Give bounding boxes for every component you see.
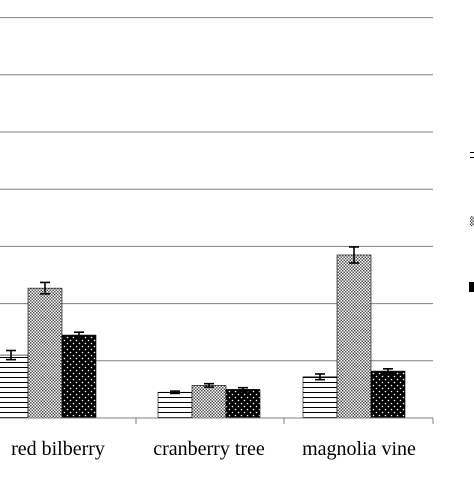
bar [61,334,97,419]
bar [0,354,29,419]
bar [370,370,406,419]
bar [157,391,193,419]
legend-swatch [470,150,474,160]
x-tick-label: cranberry tree [153,438,265,460]
bar [191,385,227,419]
bar [225,389,261,419]
x-tick-label: red bilberry [11,438,105,460]
bar [27,287,63,419]
x-tick-label: magnolia vine [302,438,416,460]
legend-swatch [469,282,474,292]
bar [302,376,338,419]
legend-swatch [470,216,474,226]
bar [336,254,372,419]
